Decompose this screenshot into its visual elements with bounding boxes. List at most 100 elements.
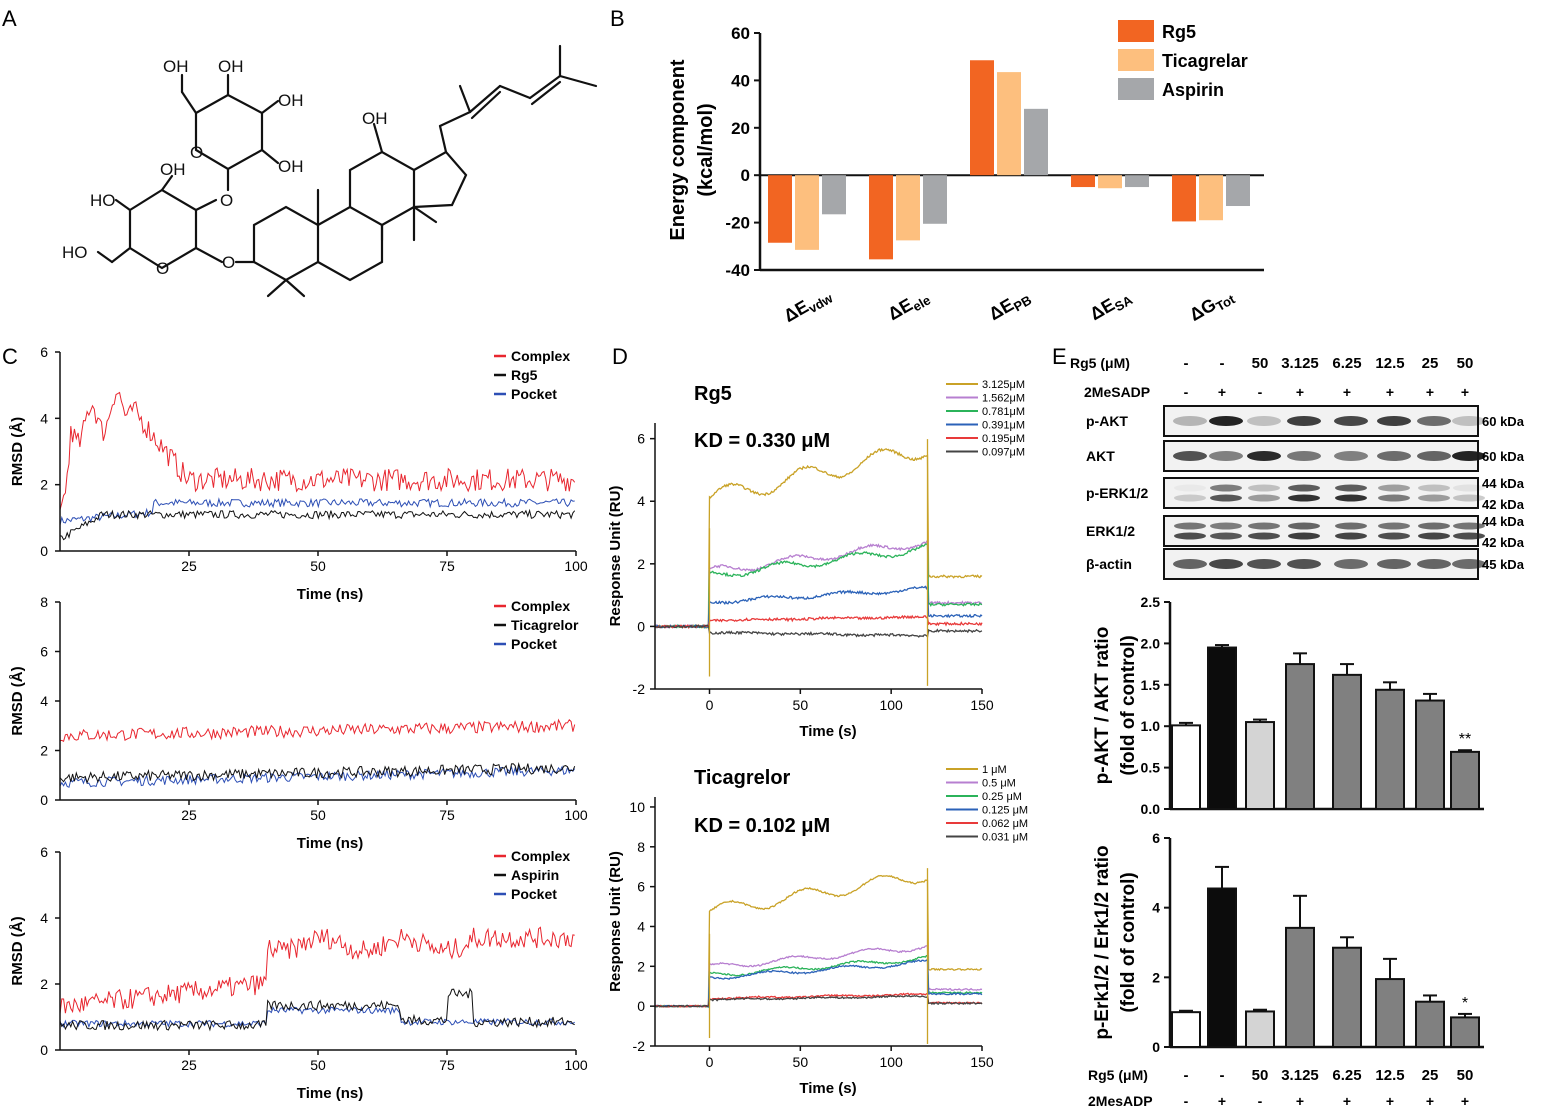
e-ytick-label: 1.5 xyxy=(1141,677,1161,693)
e-adp-header: + xyxy=(1461,384,1469,400)
e-rg5-header: 25 xyxy=(1422,355,1439,372)
b-ylabel: Energy component xyxy=(667,59,689,240)
d-ytick-label: -2 xyxy=(633,1038,646,1054)
b-bar-aspirin xyxy=(822,175,846,215)
e-adp-header-label: 2MeSADP xyxy=(1084,384,1150,400)
d-xtick-label: 150 xyxy=(970,697,994,713)
e-blot-erk1/2 xyxy=(1163,515,1479,547)
c-legend-label: Complex xyxy=(511,348,570,364)
svg-text:HO: HO xyxy=(90,191,116,210)
e-ytick-label: 6 xyxy=(1152,830,1160,846)
b-ytick-label: 0 xyxy=(741,166,750,185)
e-adp-footer: + xyxy=(1343,1093,1351,1109)
c-xtick-label: 75 xyxy=(439,807,455,823)
e-rg5-footer: - xyxy=(1220,1067,1225,1084)
c-xtick-label: 50 xyxy=(310,558,326,574)
e-kda-label: 60 kDa xyxy=(1482,414,1525,429)
e-ylabel: p-AKT / AKT ratio xyxy=(1092,627,1113,785)
e-ytick-label: 1.0 xyxy=(1141,718,1161,734)
b-legend-swatch xyxy=(1118,49,1154,71)
c-xtick-label: 75 xyxy=(439,558,455,574)
d-legend-label: 0.031 μM xyxy=(982,832,1028,844)
b-bar-aspirin xyxy=(1125,175,1149,188)
e-band xyxy=(1377,451,1411,461)
c-series-1-ticagrelor xyxy=(59,761,576,785)
e-blot-label: β-actin xyxy=(1086,556,1132,572)
e-adp-footer: + xyxy=(1296,1093,1304,1109)
c-ytick-label: 4 xyxy=(40,910,48,926)
c-series-2-pocket xyxy=(59,1006,575,1029)
e-ytick-label: 0 xyxy=(1152,1039,1160,1055)
e-bar xyxy=(1415,1000,1445,1049)
e-band xyxy=(1209,416,1243,426)
e-adp-header: - xyxy=(1184,384,1189,400)
e-band xyxy=(1418,484,1450,492)
e-band xyxy=(1209,451,1243,461)
panel-e-label: E xyxy=(1052,344,1067,369)
e-rg5-footer: 50 xyxy=(1252,1067,1269,1084)
d-title: Ticagrelor xyxy=(694,767,791,789)
c-legend-label: Rg5 xyxy=(511,367,538,383)
svg-text:O: O xyxy=(220,191,233,210)
energy-bar-chart: 60 40 20 0 -20 -40 Energy component (kcal/mol) Δ… xyxy=(667,20,1264,326)
d-legend-label: 1.562μM xyxy=(982,393,1025,405)
e-blot-label: AKT xyxy=(1086,448,1115,464)
svg-text:OH: OH xyxy=(362,109,388,128)
e-bar xyxy=(1450,750,1480,810)
d-ytick-label: 2 xyxy=(637,958,645,974)
e-kda-label: 42 kDa xyxy=(1482,535,1525,550)
e-band xyxy=(1335,532,1367,540)
e-band xyxy=(1173,559,1207,569)
e-band xyxy=(1334,451,1368,461)
e-band xyxy=(1174,494,1206,502)
e-band xyxy=(1247,559,1281,569)
b-legend-label: Aspirin xyxy=(1162,80,1224,100)
c-ylabel: RMSD (Å) xyxy=(9,417,26,486)
d-legend-label: 0.062 μM xyxy=(982,818,1028,830)
d-xtick-label: 100 xyxy=(879,1054,903,1070)
svg-text:O: O xyxy=(156,259,169,278)
c-ytick-label: 6 xyxy=(40,644,48,660)
e-band xyxy=(1248,484,1280,492)
c-ytick-label: 4 xyxy=(40,410,48,426)
e-bar xyxy=(1285,663,1315,810)
c-series-2-complex xyxy=(59,926,575,1015)
svg-text:OH: OH xyxy=(218,57,244,76)
e-adp-header: + xyxy=(1386,384,1394,400)
e-band xyxy=(1453,484,1485,492)
e-band xyxy=(1418,522,1450,530)
d-legend-label: 0.125 μM xyxy=(982,805,1028,817)
e-band xyxy=(1378,494,1410,502)
d-sensorgram-1-3 xyxy=(654,959,983,1009)
e-adp-header: + xyxy=(1296,384,1304,400)
e-band xyxy=(1209,559,1243,569)
b-bar-ticagrelar xyxy=(997,72,1021,176)
d-xtick-label: 100 xyxy=(879,697,903,713)
e-band xyxy=(1452,416,1486,426)
d-ytick-label: 6 xyxy=(637,431,645,447)
e-ylabel-unit: (fold of control) xyxy=(1118,872,1139,1012)
d-ytick-label: 10 xyxy=(629,799,645,815)
e-band xyxy=(1453,522,1485,530)
b-ytick-label: -40 xyxy=(725,261,750,280)
b-bar-aspirin xyxy=(1226,175,1250,207)
c-ytick-label: 2 xyxy=(40,743,48,759)
e-band xyxy=(1288,532,1320,540)
c-ytick-label: 0 xyxy=(40,543,48,559)
d-kd-value: KD = 0.102 μM xyxy=(694,815,830,837)
e-band xyxy=(1248,494,1280,502)
d-ylabel: Response Unit (RU) xyxy=(607,851,624,992)
e-adp-footer: + xyxy=(1386,1093,1394,1109)
e-band xyxy=(1247,416,1281,426)
e-adp-footer: - xyxy=(1258,1093,1263,1109)
e-band xyxy=(1210,522,1242,530)
e-significance: ** xyxy=(1459,731,1471,748)
e-rg5-footer: 12.5 xyxy=(1375,1067,1404,1084)
e-band xyxy=(1417,451,1451,461)
b-bar-rg5 xyxy=(768,175,792,243)
c-legend-label: Complex xyxy=(511,848,570,864)
e-band xyxy=(1417,416,1451,426)
c-ytick-label: 6 xyxy=(40,344,48,360)
c-legend-label: Complex xyxy=(511,598,570,614)
e-band xyxy=(1452,559,1486,569)
